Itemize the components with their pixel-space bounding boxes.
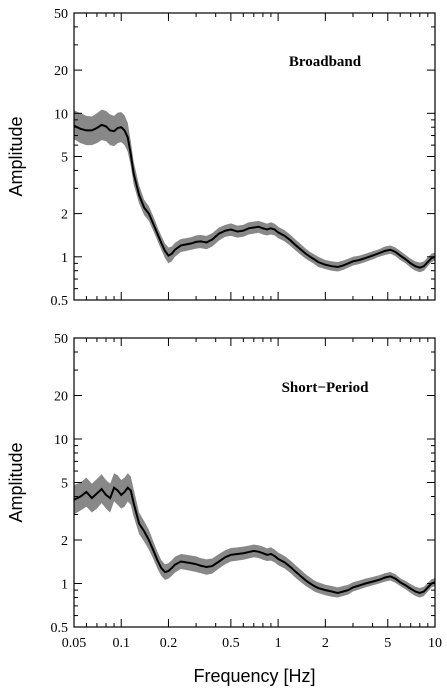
y-tick-label: 50 — [54, 332, 68, 347]
y-tick-label: 5 — [61, 151, 68, 166]
y-tick-label: 5 — [61, 477, 68, 492]
y-tick-label: 10 — [54, 107, 68, 122]
x-tick-label: 1 — [275, 636, 282, 651]
y-tick-label: 1 — [61, 251, 68, 266]
x-tick-label: 0.2 — [160, 636, 178, 651]
mean-amplitude-line — [73, 123, 436, 269]
y-tick-label: 0.5 — [51, 621, 69, 636]
y-axis-label: Amplitude — [6, 116, 26, 196]
x-tick-label: 0.5 — [222, 636, 240, 651]
y-tick-label: 1 — [61, 578, 68, 593]
y-tick-label: 20 — [54, 390, 68, 405]
y-tick-label: 10 — [54, 433, 68, 448]
y-tick-label: 50 — [54, 7, 68, 22]
x-tick-label: 10 — [428, 636, 442, 651]
x-tick-label: 2 — [322, 636, 329, 651]
x-tick-label: 0.1 — [112, 636, 130, 651]
plot-frame — [73, 12, 436, 301]
uncertainty-band — [74, 109, 435, 273]
y-tick-label: 20 — [54, 64, 68, 79]
x-tick-label: 5 — [384, 636, 391, 651]
y-tick-label: 2 — [61, 208, 68, 223]
mean-amplitude-line — [73, 486, 436, 595]
short-period-panel: 0.5 1 2 5 10 20 50 0.05 0.1 0.2 0.5 1 2 5 10 Amplitude S… — [6, 332, 442, 651]
panel-title: Broadband — [289, 54, 362, 70]
x-tick-label: 0.05 — [62, 636, 87, 651]
uncertainty-band — [74, 473, 435, 598]
y-tick-label: 0.5 — [51, 294, 69, 309]
y-axis-label: Amplitude — [6, 442, 26, 522]
x-axis-label: Frequency [Hz] — [193, 666, 315, 686]
broadband-panel: 0.5 1 2 5 10 20 50 Amplitude Broadband — [6, 7, 436, 309]
panel-title: Short−Period — [282, 380, 370, 396]
y-tick-label: 2 — [61, 534, 68, 549]
